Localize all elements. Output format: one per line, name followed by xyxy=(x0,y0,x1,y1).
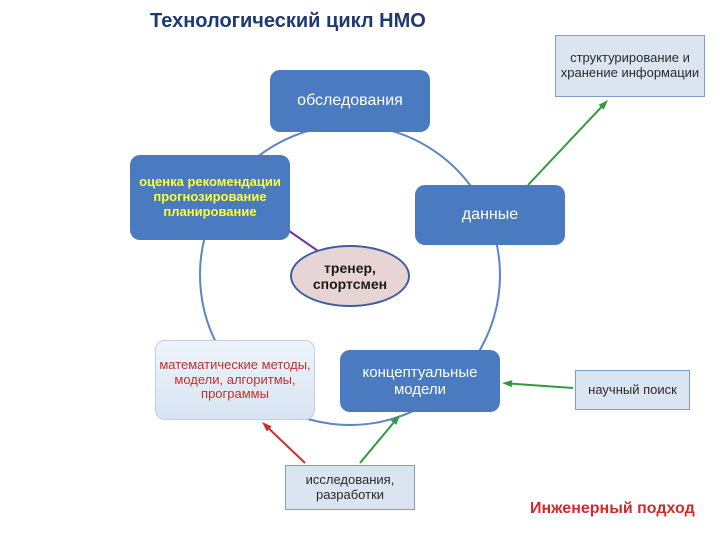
diagram-root: { "canvas": { "width": 720, "height": 54… xyxy=(0,0,720,540)
node-concept: концептуальные модели xyxy=(340,350,500,412)
node-search: научный поиск xyxy=(575,370,690,410)
arrow-research-to-math-head xyxy=(262,422,272,431)
arrow-dannye-to-storage xyxy=(528,107,602,185)
node-storage: структурирование и хранение информации xyxy=(555,35,705,97)
arrow-research-to-concept-head xyxy=(391,415,400,425)
caption-engineering: Инженерный подход xyxy=(530,500,710,518)
node-center: тренер, спортсмен xyxy=(290,245,410,307)
arrow-search-to-concept xyxy=(511,384,573,388)
node-ocenka: оценка рекомендации прогнозирование план… xyxy=(130,155,290,240)
arrow-research-to-math xyxy=(269,428,305,463)
page-title: Технологический цикл НМО xyxy=(150,10,470,33)
arrow-research-to-concept xyxy=(360,422,394,463)
node-dannye: данные xyxy=(415,185,565,245)
node-obsled: обследования xyxy=(270,70,430,132)
node-research: исследования, разработки xyxy=(285,465,415,510)
node-math: математические методы, модели, алгоритмы… xyxy=(155,340,315,420)
arrow-search-to-concept-head xyxy=(502,380,512,387)
arrow-dannye-to-storage-head xyxy=(599,100,608,110)
